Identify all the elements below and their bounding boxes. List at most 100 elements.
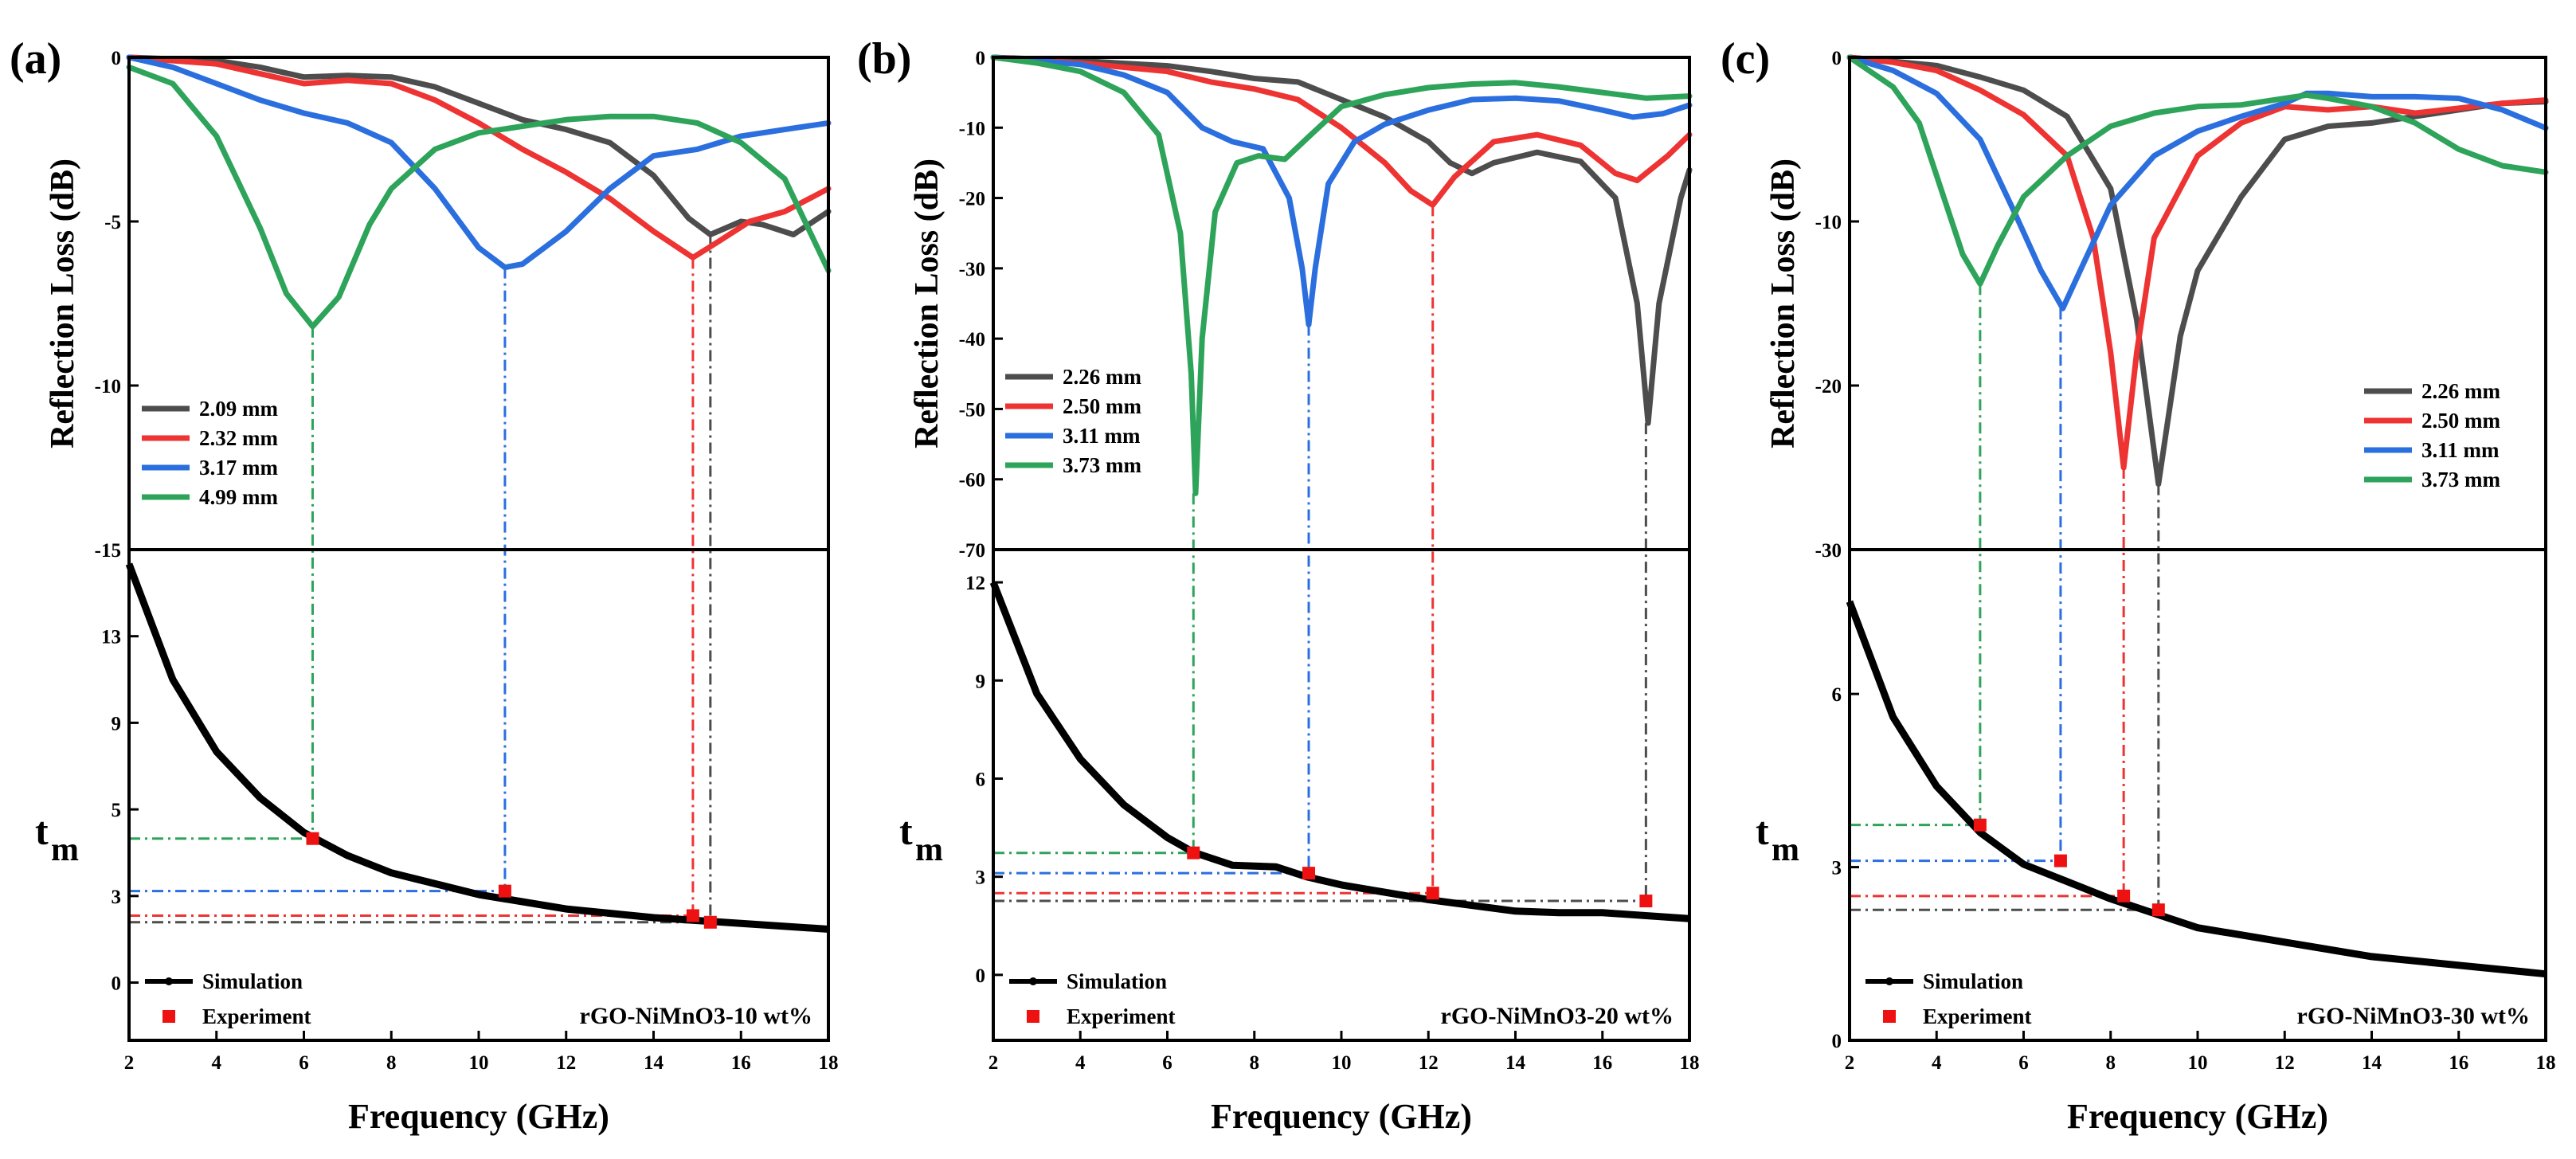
rl-series-line-3 bbox=[990, 54, 1693, 327]
experiment-point bbox=[1187, 846, 1200, 859]
tm-legend: Simulation Experiment bbox=[145, 969, 311, 1028]
panel-label: (c) bbox=[1721, 34, 1770, 84]
experiment-point bbox=[1639, 895, 1653, 908]
rl-legend: 2.09 mm 2.32 mm 3.17 mm 4.99 mm bbox=[142, 397, 278, 509]
tm-legend: Simulation Experiment bbox=[1865, 969, 2031, 1028]
panel-3: 2 4 6 8 10 12 14 16 18 0 -10 -20 -30 0 3 6 (c) Frequency … bbox=[1721, 34, 2556, 1136]
experiment-point bbox=[1973, 818, 1987, 832]
tm-y-tick-label: 9 bbox=[112, 713, 122, 734]
sample-label: rGO-NiMnO3-20 wt% bbox=[1441, 1003, 1674, 1029]
legend-label: 3.73 mm bbox=[2421, 468, 2500, 491]
rl-y-tick-label: -30 bbox=[959, 259, 985, 280]
x-tick-label: 4 bbox=[1932, 1052, 1942, 1074]
x-tick-label: 8 bbox=[1250, 1052, 1260, 1074]
rl-series-line-3 bbox=[126, 54, 832, 271]
sample-label: rGO-NiMnO3-10 wt% bbox=[580, 1003, 812, 1029]
legend-label: 3.73 mm bbox=[1063, 453, 1141, 477]
simulation-line bbox=[1846, 600, 2547, 978]
x-tick-label: 10 bbox=[2188, 1052, 2208, 1074]
x-axis-label: Frequency (GHz) bbox=[1211, 1097, 1472, 1136]
simulation-line bbox=[989, 581, 1690, 922]
x-tick-label: 18 bbox=[819, 1052, 839, 1074]
panel-1: 2 4 6 8 10 12 14 16 18 0 -5 -10 -15 0 3 5 9 13 (a) Frequenc… bbox=[10, 34, 839, 1136]
rl-series-line-1 bbox=[1846, 54, 2549, 487]
tm-y-tick-label: 3 bbox=[1832, 858, 1842, 879]
rl-series-line-2 bbox=[990, 54, 1693, 208]
legend-simulation-marker bbox=[1029, 977, 1037, 985]
panel-label: (b) bbox=[857, 34, 911, 84]
tm-y-tick-label: 3 bbox=[976, 867, 986, 889]
rl-y-tick-label: 0 bbox=[112, 48, 122, 69]
rl-y-tick-label: -20 bbox=[959, 189, 985, 210]
x-tick-label: 16 bbox=[2449, 1052, 2468, 1074]
experiment-point bbox=[306, 832, 319, 845]
tm-y-tick-label: 6 bbox=[976, 769, 986, 790]
x-tick-label: 6 bbox=[299, 1052, 309, 1074]
experiment-point bbox=[686, 909, 699, 922]
rl-series-line-1 bbox=[126, 54, 832, 237]
x-tick-label: 10 bbox=[469, 1052, 489, 1074]
rl-y-tick-label: -40 bbox=[959, 329, 985, 350]
tm-y-axis-label-main: t bbox=[35, 809, 49, 853]
experiment-point bbox=[2117, 889, 2131, 903]
legend-label: 2.32 mm bbox=[199, 426, 278, 450]
tm-y-axis-label-sub: m bbox=[51, 832, 79, 868]
legend-label: 2.50 mm bbox=[2421, 409, 2500, 433]
legend-simulation-marker bbox=[1885, 977, 1893, 985]
x-tick-label: 8 bbox=[2106, 1052, 2116, 1074]
rl-y-axis-label: Reflection Loss (dB) bbox=[909, 159, 945, 448]
tm-y-axis-label-sub: m bbox=[915, 832, 943, 868]
x-tick-label: 8 bbox=[386, 1052, 397, 1074]
tm-y-axis-label-sub: m bbox=[1771, 832, 1799, 868]
tm-legend: Simulation Experiment bbox=[1009, 969, 1175, 1028]
x-tick-label: 16 bbox=[731, 1052, 751, 1074]
x-tick-label: 6 bbox=[1162, 1052, 1173, 1074]
rl-y-tick-label: -5 bbox=[104, 212, 121, 233]
tm-y-tick-label: 5 bbox=[112, 800, 122, 821]
rl-y-tick-label: -10 bbox=[95, 376, 121, 397]
tm-y-tick-label: 9 bbox=[976, 671, 986, 692]
tm-y-tick-label: 13 bbox=[101, 627, 121, 648]
x-tick-label: 2 bbox=[1845, 1052, 1855, 1074]
x-tick-label: 10 bbox=[1332, 1052, 1352, 1074]
legend-simulation-marker bbox=[165, 977, 173, 985]
legend-label: 2.50 mm bbox=[1063, 394, 1141, 418]
legend-experiment-swatch bbox=[1027, 1010, 1039, 1023]
x-tick-label: 4 bbox=[1075, 1052, 1086, 1074]
rl-y-axis-label: Reflection Loss (dB) bbox=[45, 159, 81, 448]
panel-2: 2 4 6 8 10 12 14 16 18 0 -10 -20 -30 -40 -50 -60 -70 0 3 6 9… bbox=[857, 34, 1700, 1136]
legend-experiment-swatch bbox=[1883, 1010, 1896, 1023]
legend-label: 2.26 mm bbox=[2421, 379, 2500, 403]
rl-y-tick-label: -20 bbox=[1815, 376, 1842, 397]
x-tick-label: 14 bbox=[2362, 1052, 2382, 1074]
legend-label: 3.11 mm bbox=[1063, 424, 1141, 448]
experiment-point bbox=[703, 915, 717, 929]
x-tick-label: 6 bbox=[2018, 1052, 2029, 1074]
x-axis-label: Frequency (GHz) bbox=[2067, 1097, 2328, 1136]
tm-y-tick-label: 0 bbox=[112, 973, 122, 995]
legend-label: 3.17 mm bbox=[199, 456, 278, 480]
legend-experiment-swatch bbox=[162, 1010, 175, 1023]
rl-series-line-4 bbox=[1846, 54, 2549, 287]
rl-y-tick-label: -10 bbox=[1815, 212, 1842, 233]
simulation-line bbox=[125, 562, 829, 933]
tm-y-tick-label: 0 bbox=[1832, 1031, 1842, 1052]
tm-y-axis-label-main: t bbox=[899, 809, 913, 853]
x-tick-label: 16 bbox=[1592, 1052, 1612, 1074]
rl-y-tick-label: 0 bbox=[976, 48, 986, 69]
x-tick-label: 14 bbox=[644, 1052, 664, 1074]
experiment-point bbox=[2151, 903, 2165, 917]
legend-label: 2.26 mm bbox=[1063, 365, 1141, 389]
rl-y-tick-label: -50 bbox=[959, 399, 985, 421]
x-tick-label: 12 bbox=[2275, 1052, 2295, 1074]
tm-y-axis-label-main: t bbox=[1756, 809, 1769, 853]
legend-experiment-label: Experiment bbox=[1067, 1004, 1175, 1028]
rl-series-line-2 bbox=[1846, 54, 2549, 471]
rl-y-tick-label: -60 bbox=[959, 470, 985, 491]
rl-series-line-2 bbox=[126, 54, 832, 260]
x-tick-label: 12 bbox=[556, 1052, 576, 1074]
experiment-point bbox=[498, 884, 511, 898]
experiment-point bbox=[1302, 867, 1316, 880]
